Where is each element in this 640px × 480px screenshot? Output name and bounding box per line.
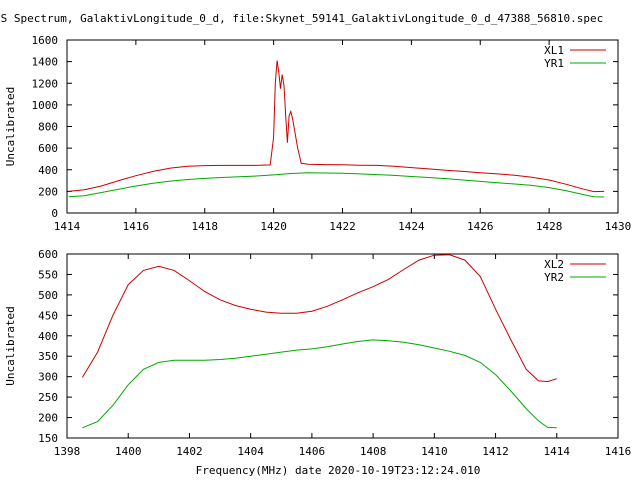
- top-plot-frame: [66, 39, 619, 214]
- figure-title: ES Spectrum, GalaktivLongitude_0_d, file…: [0, 12, 603, 25]
- bottom-x-tick-label: 1416: [605, 445, 632, 458]
- top-legend-label-yr1: YR1: [544, 57, 564, 70]
- bottom-y-tick-label: 550: [38, 268, 58, 281]
- top-spectrum-plot: 1414 1416 1418 1420 1422 1424 1426 1428 1430 0 200…: [4, 34, 631, 233]
- bottom-x-tick-label: 1402: [176, 445, 203, 458]
- top-x-tick-label: 1428: [536, 220, 563, 233]
- top-x-tick-label: 1416: [123, 220, 150, 233]
- bottom-plot-frame: [66, 253, 619, 439]
- top-series-xl1-line: [68, 60, 605, 193]
- top-x-tick-label: 1414: [54, 220, 81, 233]
- top-y-tick-label: 800: [38, 121, 58, 134]
- bottom-legend-label-yr2: YR2: [544, 271, 564, 284]
- bottom-legend-label-xl2: XL2: [544, 258, 564, 271]
- bottom-y-tick-label: 200: [38, 412, 58, 425]
- bottom-x-tick-label: 1406: [299, 445, 326, 458]
- bottom-x-tick-label: 1414: [544, 445, 571, 458]
- bottom-y-tick-label: 300: [38, 371, 58, 384]
- top-x-tick-label: 1430: [605, 220, 632, 233]
- bottom-x-tick-label: 1412: [482, 445, 509, 458]
- top-y-tick-label: 400: [38, 164, 58, 177]
- bottom-y-axis-label: Uncalibrated: [4, 306, 17, 385]
- top-series-yr1-line: [68, 172, 605, 198]
- bottom-series-xl2-line: [81, 254, 557, 383]
- bottom-series-yr2-line: [82, 339, 557, 429]
- bottom-x-tick-label: 1398: [54, 445, 81, 458]
- bottom-y-tick-label: 400: [38, 330, 58, 343]
- bottom-x-tick-label: 1410: [421, 445, 448, 458]
- bottom-y-tick-label: 600: [38, 248, 58, 261]
- top-x-tick-label: 1426: [467, 220, 494, 233]
- top-y-tick-label: 1200: [32, 77, 59, 90]
- top-legend-label-xl1: XL1: [544, 44, 564, 57]
- bottom-x-tick-label: 1400: [115, 445, 142, 458]
- bottom-spectrum-plot: 1398 1400 1402 1404 1406 1408 1410 1412 1414 1416…: [4, 248, 631, 458]
- bottom-y-tick-label: 450: [38, 309, 58, 322]
- top-y-tick-label: 0: [51, 207, 58, 220]
- top-x-tick-label: 1418: [192, 220, 219, 233]
- top-x-tick-label: 1422: [329, 220, 356, 233]
- top-x-tick-label: 1420: [260, 220, 287, 233]
- bottom-y-tick-label: 250: [38, 391, 58, 404]
- bottom-x-tick-label: 1404: [237, 445, 264, 458]
- top-y-tick-label: 200: [38, 185, 58, 198]
- top-y-axis-label: Uncalibrated: [4, 87, 17, 166]
- top-y-tick-label: 1000: [32, 99, 59, 112]
- bottom-x-tick-label: 1408: [360, 445, 387, 458]
- bottom-y-tick-label: 150: [38, 432, 58, 445]
- top-y-tick-label: 600: [38, 142, 58, 155]
- bottom-y-tick-label: 350: [38, 350, 58, 363]
- bottom-y-tick-label: 500: [38, 289, 58, 302]
- top-y-tick-label: 1600: [32, 34, 59, 47]
- top-y-tick-label: 1400: [32, 56, 59, 69]
- top-x-tick-label: 1424: [398, 220, 425, 233]
- bottom-x-axis-label: Frequency(MHz) date 2020-10-19T23:12:24.…: [196, 464, 481, 477]
